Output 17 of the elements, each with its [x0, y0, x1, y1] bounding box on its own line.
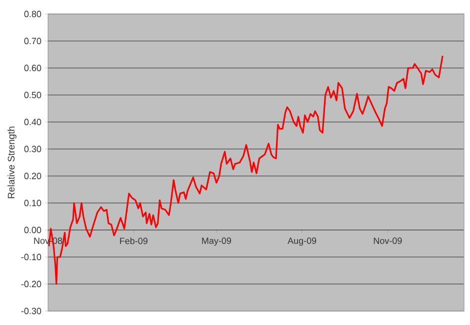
- y-tick-label: 0.20: [24, 172, 42, 180]
- x-tick-label: Feb-09: [120, 238, 148, 244]
- y-axis-title: Relative Strength: [8, 126, 16, 198]
- y-tick-label: 0.30: [24, 146, 42, 152]
- x-tick-label: Nov-09: [374, 238, 402, 244]
- x-tick-label: Aug-09: [288, 238, 316, 246]
- y-tick-label: 0.40: [24, 118, 42, 126]
- x-tick-label: May-09: [202, 238, 232, 246]
- y-tick-label: 0.60: [24, 64, 42, 72]
- y-tick-label: 0.10: [24, 200, 42, 206]
- y-tick-label: -0.10: [21, 254, 42, 260]
- y-tick-label: 0.70: [24, 38, 42, 44]
- y-tick-label: 0.00: [24, 226, 42, 234]
- y-tick-label: 0.50: [24, 92, 42, 98]
- y-tick-label: -0.20: [21, 280, 42, 288]
- y-tick-label: -0.30: [21, 308, 42, 314]
- y-tick-label: 0.80: [24, 10, 42, 18]
